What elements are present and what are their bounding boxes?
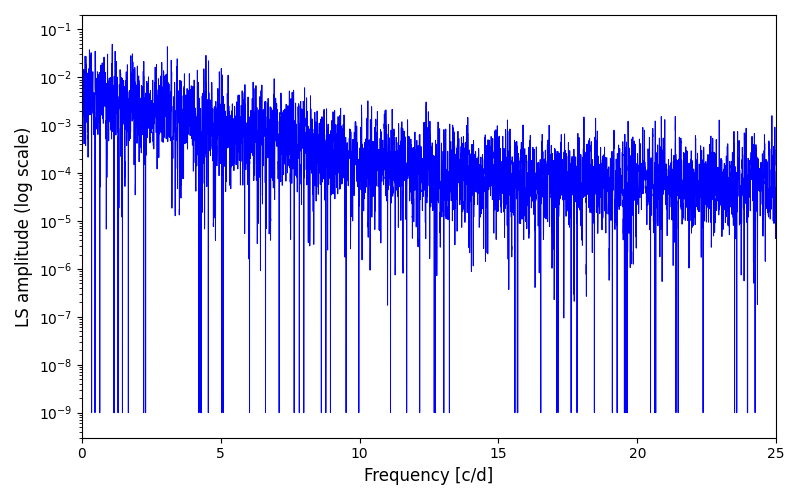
Y-axis label: LS amplitude (log scale): LS amplitude (log scale) <box>15 126 33 326</box>
X-axis label: Frequency [c/d]: Frequency [c/d] <box>364 467 494 485</box>
